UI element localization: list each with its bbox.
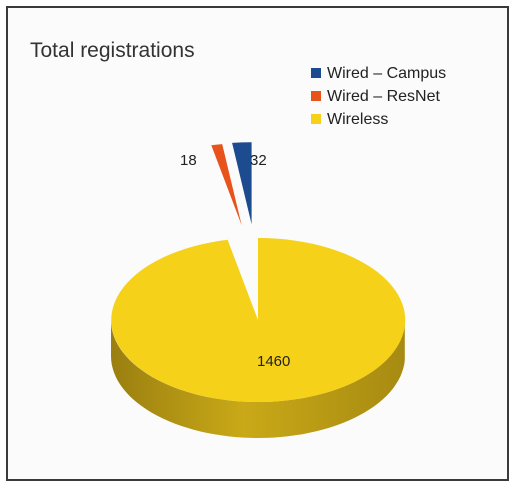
- pie-chart: Total registrations Wired – CampusWired …: [30, 39, 446, 438]
- pie-slice-wired-campus: [232, 142, 252, 225]
- pie-sides: [111, 320, 405, 438]
- legend-label-wired-resnet: Wired – ResNet: [327, 88, 440, 105]
- pie-tops: [111, 142, 406, 402]
- pie-labels: 32 18 1460: [180, 152, 290, 370]
- legend-swatch-wireless: [311, 114, 321, 124]
- pie-slice-wired-resnet: [211, 144, 242, 226]
- data-label-wireless: 1460: [257, 353, 290, 370]
- chart-title: Total registrations: [30, 39, 195, 62]
- data-label-wired-campus: 32: [250, 152, 267, 169]
- legend-swatch-wired-campus: [311, 68, 321, 78]
- chart-frame: Total registrations Wired – Campus Wired …: [6, 6, 509, 481]
- pie-side-wireless: [111, 320, 405, 438]
- chart-legend: Wired – Campus Wired – ResNet Wireless: [311, 65, 446, 128]
- pie-slice-wireless: [111, 237, 406, 402]
- legend-label-wired-campus: Wired – Campus: [327, 65, 446, 82]
- legend-label-wireless: Wireless: [327, 111, 388, 128]
- legend-swatch-wired-resnet: [311, 91, 321, 101]
- data-label-wired-resnet: 18: [180, 152, 197, 169]
